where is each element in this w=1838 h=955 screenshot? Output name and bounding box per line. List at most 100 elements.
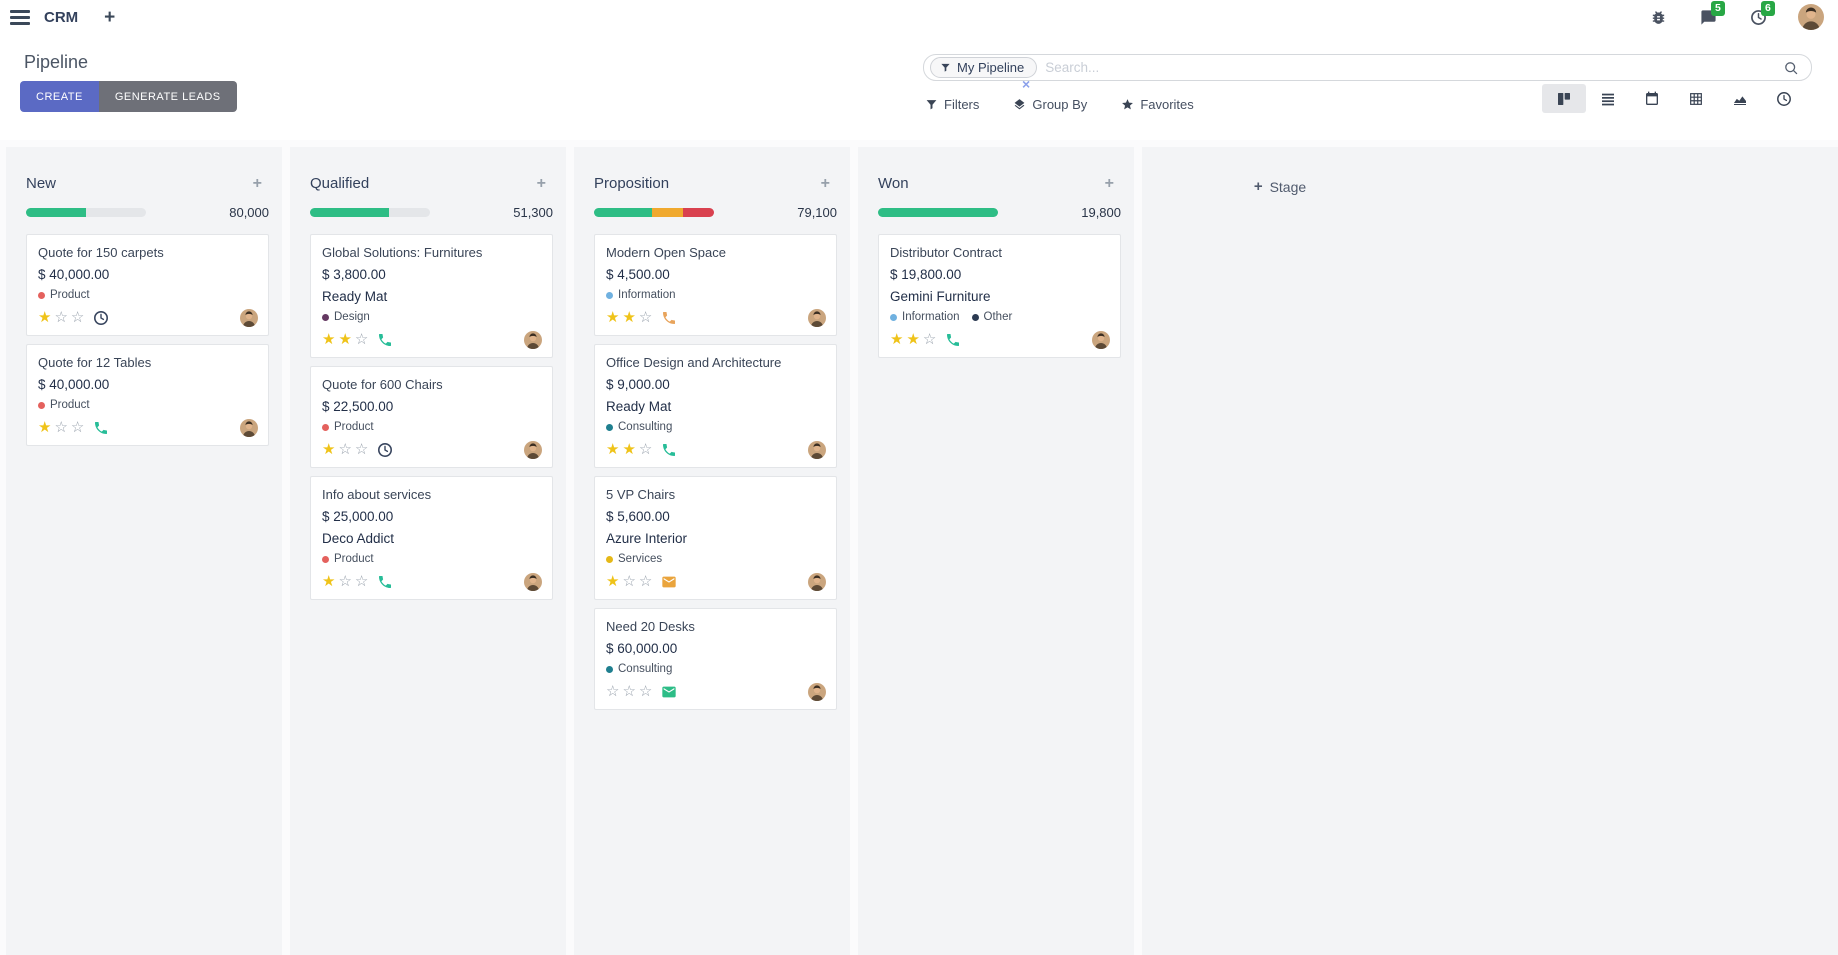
activity-phone-icon[interactable]	[945, 332, 961, 348]
priority-star-icon[interactable]: ★	[622, 309, 636, 326]
priority-stars[interactable]: ★ ☆ ☆	[322, 573, 368, 591]
activity-phone-icon[interactable]	[377, 332, 393, 348]
activity-phone-icon[interactable]	[661, 442, 677, 458]
activity-phone-icon[interactable]	[377, 574, 393, 590]
view-list-button[interactable]	[1586, 84, 1630, 113]
activities-clock-icon[interactable]: 6	[1748, 1, 1775, 27]
priority-star-icon[interactable]: ★	[338, 331, 352, 348]
priority-star-icon[interactable]: ☆	[354, 331, 369, 348]
tag-label: Product	[50, 399, 90, 411]
view-activity-button[interactable]	[1762, 84, 1806, 113]
priority-stars[interactable]: ★ ☆ ☆	[38, 419, 84, 437]
priority-star-icon[interactable]: ☆	[354, 441, 369, 458]
kanban-card[interactable]: Global Solutions: Furnitures $ 3,800.00 Re…	[310, 234, 553, 358]
view-calendar-button[interactable]	[1630, 84, 1674, 113]
column-progressbar[interactable]	[594, 208, 714, 217]
app-name[interactable]: CRM	[44, 8, 79, 26]
priority-star-icon[interactable]: ☆	[638, 573, 653, 590]
priority-star-icon[interactable]: ☆	[54, 309, 68, 326]
priority-star-icon[interactable]: ★	[622, 441, 636, 458]
facet-remove-icon[interactable]: ×	[1022, 76, 1031, 92]
progress-segment[interactable]	[594, 208, 652, 217]
priority-star-icon[interactable]: ☆	[922, 331, 937, 348]
progress-segment[interactable]	[878, 208, 998, 217]
column-progressbar[interactable]	[310, 208, 430, 217]
debug-bug-icon[interactable]	[1648, 7, 1668, 27]
kanban-card[interactable]: Office Design and Architecture $ 9,000.00…	[594, 344, 837, 468]
priority-stars[interactable]: ★ ☆ ☆	[606, 573, 652, 591]
column-quick-add-icon[interactable]: +	[820, 174, 830, 192]
priority-star-icon[interactable]: ☆	[354, 573, 369, 590]
priority-star-icon[interactable]: ☆	[70, 419, 85, 436]
column-quick-add-icon[interactable]: +	[252, 174, 262, 192]
search-bar[interactable]: My Pipeline × Search...	[923, 54, 1812, 91]
priority-stars[interactable]: ★ ☆ ☆	[322, 441, 368, 459]
activity-clock-icon[interactable]	[93, 310, 109, 326]
search-input[interactable]: Search...	[1045, 60, 1100, 75]
view-graph-button[interactable]	[1718, 84, 1762, 113]
kanban-card[interactable]: Quote for 150 carpets $ 40,000.00 Product ★…	[26, 234, 269, 336]
activity-envelope-icon[interactable]	[661, 684, 677, 700]
new-tab-plus-icon[interactable]: +	[104, 6, 116, 28]
priority-star-icon[interactable]: ☆	[638, 683, 653, 700]
priority-stars[interactable]: ★ ★ ☆	[606, 309, 652, 327]
search-icon[interactable]	[1783, 60, 1799, 76]
priority-star-icon[interactable]: ☆	[622, 573, 636, 590]
kanban-card[interactable]: Distributor Contract $ 19,800.00 Gemini Fu…	[878, 234, 1121, 358]
generate-leads-button[interactable]: GENERATE LEADS	[98, 81, 237, 112]
create-button[interactable]: CREATE	[20, 81, 99, 112]
priority-star-icon[interactable]: ☆	[338, 441, 352, 458]
priority-star-icon[interactable]: ★	[906, 331, 920, 348]
view-pivot-button[interactable]	[1674, 84, 1718, 113]
activity-phone-icon[interactable]	[661, 310, 677, 326]
user-avatar[interactable]	[1798, 4, 1824, 30]
priority-stars[interactable]: ★ ☆ ☆	[38, 309, 84, 327]
priority-star-icon[interactable]: ★	[322, 441, 336, 458]
priority-stars[interactable]: ★ ★ ☆	[606, 441, 652, 459]
view-kanban-button[interactable]	[1542, 84, 1586, 113]
activity-phone-icon[interactable]	[93, 420, 109, 436]
kanban-card[interactable]: Need 20 Desks $ 60,000.00 Consulting ☆ ☆ ☆	[594, 608, 837, 710]
kanban-card[interactable]: Info about services $ 25,000.00 Deco Addic…	[310, 476, 553, 600]
card-footer: ☆ ☆ ☆	[606, 683, 826, 701]
priority-star-icon[interactable]: ★	[322, 573, 336, 590]
group-by-menu[interactable]: Group By	[1013, 97, 1087, 112]
priority-star-icon[interactable]: ★	[38, 419, 52, 436]
priority-star-icon[interactable]: ★	[38, 309, 52, 326]
priority-star-icon[interactable]: ☆	[70, 309, 85, 326]
progress-segment[interactable]	[682, 208, 714, 217]
filters-menu[interactable]: Filters	[925, 97, 979, 112]
priority-star-icon[interactable]: ★	[606, 441, 620, 458]
column-quick-add-icon[interactable]: +	[1104, 174, 1114, 192]
activity-clock-icon[interactable]	[377, 442, 393, 458]
add-stage-button[interactable]: + Stage	[1254, 178, 1306, 195]
kanban-card[interactable]: Quote for 600 Chairs $ 22,500.00 Product ★ ☆…	[310, 366, 553, 468]
priority-star-icon[interactable]: ☆	[606, 683, 620, 700]
priority-star-icon[interactable]: ★	[322, 331, 336, 348]
kanban-card[interactable]: Modern Open Space $ 4,500.00 Information ★ ★…	[594, 234, 837, 336]
column-progressbar[interactable]	[878, 208, 998, 217]
priority-star-icon[interactable]: ☆	[622, 683, 636, 700]
priority-star-icon[interactable]: ☆	[54, 419, 68, 436]
progress-segment[interactable]	[310, 208, 390, 217]
priority-star-icon[interactable]: ☆	[638, 309, 653, 326]
priority-stars[interactable]: ☆ ☆ ☆	[606, 683, 652, 701]
progress-segment[interactable]	[26, 208, 86, 217]
priority-star-icon[interactable]: ☆	[638, 441, 653, 458]
column-quick-add-icon[interactable]: +	[536, 174, 546, 192]
priority-stars[interactable]: ★ ★ ☆	[890, 331, 936, 349]
priority-star-icon[interactable]: ★	[606, 309, 620, 326]
column-progressbar[interactable]	[26, 208, 146, 217]
priority-star-icon[interactable]: ★	[890, 331, 904, 348]
search-facet-my-pipeline[interactable]: My Pipeline	[930, 57, 1038, 78]
messages-icon[interactable]: 5	[1698, 1, 1725, 27]
progress-segment[interactable]	[651, 208, 683, 217]
priority-star-icon[interactable]: ☆	[338, 573, 352, 590]
kanban-card[interactable]: 5 VP Chairs $ 5,600.00 Azure Interior Servi…	[594, 476, 837, 600]
priority-stars[interactable]: ★ ★ ☆	[322, 331, 368, 349]
apps-menu-icon[interactable]	[10, 9, 30, 25]
activity-envelope-icon[interactable]	[661, 574, 677, 590]
favorites-menu[interactable]: Favorites	[1121, 97, 1194, 112]
priority-star-icon[interactable]: ★	[606, 573, 620, 590]
kanban-card[interactable]: Quote for 12 Tables $ 40,000.00 Product ★ ☆ ☆	[26, 344, 269, 446]
